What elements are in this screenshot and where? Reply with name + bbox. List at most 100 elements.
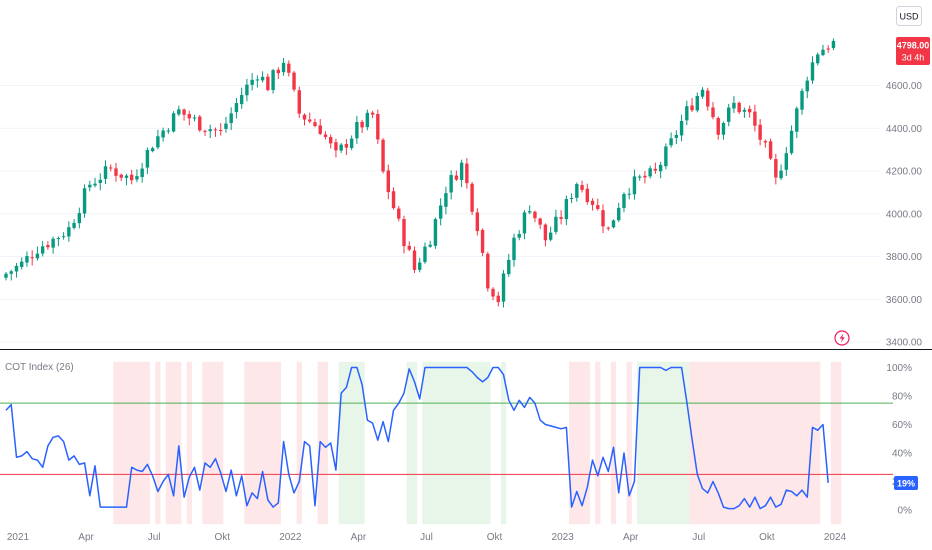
candle-body[interactable]	[585, 188, 590, 202]
candle-body[interactable]	[292, 72, 296, 90]
candle-body[interactable]	[700, 89, 705, 97]
candle-body[interactable]	[512, 237, 516, 261]
candle-body[interactable]	[669, 138, 673, 146]
candle-body[interactable]	[14, 265, 19, 272]
candle-body[interactable]	[239, 95, 244, 105]
candle-body[interactable]	[664, 146, 668, 167]
candle-body[interactable]	[706, 90, 710, 107]
candle-body[interactable]	[124, 175, 129, 178]
candle-body[interactable]	[632, 176, 637, 195]
candle-body[interactable]	[266, 76, 270, 91]
candle-body[interactable]	[360, 121, 364, 128]
candle-body[interactable]	[648, 168, 652, 177]
candle-body[interactable]	[224, 123, 228, 129]
candle-body[interactable]	[88, 184, 92, 188]
candle-body[interactable]	[423, 246, 427, 263]
time-axis[interactable]: 2021 Apr Jul Okt 2022 Apr Jul Okt 2023 Apr Jul Okt 2…	[7, 532, 847, 543]
lightning-icon[interactable]	[834, 330, 850, 346]
candle-body[interactable]	[486, 253, 490, 289]
candle-body[interactable]	[245, 84, 249, 96]
candle-body[interactable]	[177, 109, 181, 115]
candle-body[interactable]	[679, 120, 684, 136]
candle-body[interactable]	[716, 118, 720, 135]
candle-body[interactable]	[528, 211, 532, 213]
currency-button-frame[interactable]	[896, 6, 922, 26]
candle-body[interactable]	[77, 213, 82, 224]
candle-body[interactable]	[234, 103, 239, 113]
currency-button[interactable]: USD	[896, 6, 922, 26]
candle-body[interactable]	[438, 205, 443, 219]
candle-body[interactable]	[56, 238, 61, 240]
candle-body[interactable]	[402, 219, 406, 247]
candle-body[interactable]	[690, 105, 694, 111]
candle-body[interactable]	[454, 175, 459, 180]
candle-body[interactable]	[821, 49, 825, 56]
candle-body[interactable]	[559, 217, 563, 219]
candle-body[interactable]	[219, 130, 223, 132]
price-axis[interactable]: 3400.00 3600.00 3800.00 4000.00 4200.00 4400.…	[886, 81, 923, 348]
candle-body[interactable]	[93, 183, 97, 186]
candle-body[interactable]	[318, 125, 322, 134]
candle-body[interactable]	[805, 80, 809, 92]
candle-body[interactable]	[4, 273, 8, 278]
candle-body[interactable]	[816, 54, 820, 64]
candle-body[interactable]	[768, 141, 773, 159]
candle-body[interactable]	[328, 137, 333, 144]
candle-body[interactable]	[480, 229, 485, 253]
candle-body[interactable]	[213, 129, 218, 131]
candle-body[interactable]	[313, 122, 317, 126]
candle-body[interactable]	[386, 170, 391, 193]
candle-body[interactable]	[674, 134, 679, 138]
candle-body[interactable]	[281, 62, 286, 73]
candle-body[interactable]	[658, 164, 663, 172]
candle-body[interactable]	[465, 163, 469, 184]
candle-body[interactable]	[161, 130, 165, 138]
indicator-title[interactable]: COT Index (26)	[5, 362, 74, 373]
candle-body[interactable]	[470, 183, 474, 212]
candle-body[interactable]	[72, 222, 76, 228]
candle-body[interactable]	[412, 250, 417, 270]
candle-body[interactable]	[344, 144, 349, 148]
candle-body[interactable]	[67, 227, 71, 237]
candle-body[interactable]	[391, 191, 396, 209]
candle-body[interactable]	[187, 114, 191, 119]
candle-body[interactable]	[543, 224, 548, 241]
candle-body[interactable]	[758, 124, 762, 140]
candle-body[interactable]	[732, 102, 736, 109]
candle-body[interactable]	[711, 107, 715, 118]
candle-body[interactable]	[61, 236, 66, 238]
candle-body[interactable]	[287, 63, 291, 73]
candle-body[interactable]	[208, 129, 212, 132]
candle-body[interactable]	[617, 207, 621, 221]
currency-button-label[interactable]: USD	[899, 12, 919, 22]
candle-body[interactable]	[653, 168, 658, 171]
candle-body[interactable]	[554, 216, 558, 232]
candle-body[interactable]	[407, 245, 411, 250]
candle-body[interactable]	[475, 212, 480, 232]
candle-body[interactable]	[109, 167, 113, 169]
candle-body[interactable]	[98, 179, 102, 183]
candle-body[interactable]	[784, 153, 789, 170]
candle-body[interactable]	[428, 244, 432, 247]
candle-body[interactable]	[695, 95, 699, 111]
candle-body[interactable]	[747, 108, 752, 113]
candle-body[interactable]	[627, 193, 631, 195]
candle-body[interactable]	[203, 130, 207, 132]
candle-body[interactable]	[580, 185, 584, 190]
candle-body[interactable]	[742, 109, 747, 112]
candle-body[interactable]	[737, 102, 741, 113]
candle-body[interactable]	[9, 271, 13, 274]
candle-body[interactable]	[727, 107, 731, 122]
candle-body[interactable]	[271, 70, 275, 91]
candle-body[interactable]	[250, 79, 254, 85]
candle-body[interactable]	[569, 198, 574, 200]
candle-body[interactable]	[795, 108, 799, 132]
candle-body[interactable]	[297, 90, 301, 114]
candle-body[interactable]	[548, 232, 553, 240]
candle-body[interactable]	[418, 262, 422, 270]
candle-body[interactable]	[376, 114, 380, 140]
candle-body[interactable]	[763, 141, 768, 143]
candle-body[interactable]	[800, 90, 804, 110]
candle-body[interactable]	[114, 168, 118, 176]
candle-body[interactable]	[449, 175, 453, 193]
